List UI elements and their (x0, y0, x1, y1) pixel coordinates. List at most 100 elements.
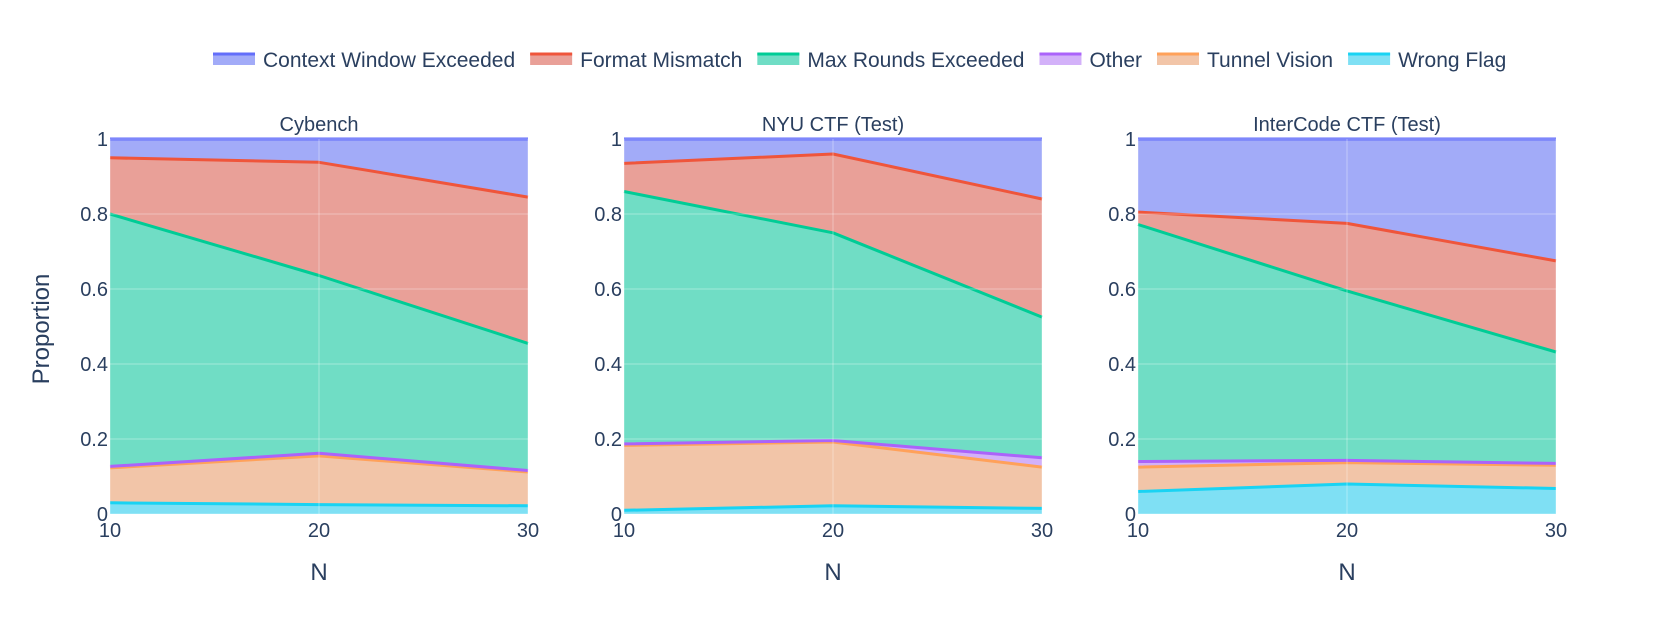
x-tick-labels: 10 20 30 (1127, 520, 1567, 542)
legend-item-format-mismatch[interactable]: Format Mismatch (530, 49, 742, 72)
areas (110, 139, 528, 514)
legend-swatch (1157, 53, 1199, 65)
area-tunnel-vision[interactable] (624, 442, 1042, 511)
x-axis-title: N (824, 559, 841, 586)
y-tick-label: 0.2 (80, 429, 108, 451)
legend-swatch (530, 53, 573, 65)
legend-swatch (213, 53, 255, 65)
y-tick-label: 0 (611, 504, 622, 526)
gridlines (109, 138, 529, 515)
line-format-mismatch (1137, 210, 1557, 263)
area-lines (1137, 137, 1557, 493)
legend-label: Tunnel Vision (1207, 49, 1333, 72)
area-tunnel-vision[interactable] (110, 455, 528, 506)
line-max-rounds-exceeded (623, 190, 1043, 319)
area-lines (623, 137, 1043, 512)
legend-label: Max Rounds Exceeded (807, 49, 1024, 72)
area-max-rounds-exceeded[interactable] (110, 214, 528, 471)
legend-item-max-rounds-exceeded[interactable]: Max Rounds Exceeded (757, 49, 1024, 72)
area-lines (109, 137, 529, 508)
x-tick-label: 10 (99, 520, 121, 542)
y-axis-title: Proportion (28, 274, 55, 385)
line-max-rounds-exceeded (1137, 223, 1557, 354)
x-tick-label: 10 (613, 520, 635, 542)
legend: Context Window Exceeded Format Mismatch Ma… (213, 49, 1506, 72)
y-tick-label: 0.6 (1108, 279, 1136, 301)
y-tick-labels: 0 0.2 0.4 0.6 0.8 1 (80, 129, 108, 526)
y-tick-labels: 0 0.2 0.4 0.6 0.8 1 (1108, 129, 1136, 526)
legend-item-tunnel-vision[interactable]: Tunnel Vision (1157, 49, 1333, 72)
line-tunnel-vision (109, 454, 529, 474)
area-wrong-flag[interactable] (1138, 484, 1556, 514)
x-axis-title: N (1338, 559, 1355, 586)
line-other (623, 439, 1043, 460)
line-wrong-flag (623, 504, 1043, 512)
area-context-window-exceeded[interactable] (624, 139, 1042, 199)
y-tick-label: 0.8 (80, 204, 108, 226)
area-context-window-exceeded[interactable] (1138, 139, 1556, 261)
panel-intercode-ctf-test: 0 0.2 0.4 0.6 0.8 1 10 20 30 InterCode CTF (Test)… (1108, 114, 1567, 586)
y-tick-label: 0.6 (80, 279, 108, 301)
panel-nyu-ctf-test: 0 0.2 0.4 0.6 0.8 1 10 20 30 NYU CTF (Test) N (594, 114, 1053, 586)
area-other[interactable] (624, 440, 1042, 468)
line-format-mismatch (109, 156, 529, 199)
line-tunnel-vision (1137, 461, 1557, 469)
line-wrong-flag (109, 501, 529, 508)
legend-item-context-window-exceeded[interactable]: Context Window Exceeded (213, 49, 515, 72)
panel-title: NYU CTF (Test) (762, 114, 904, 136)
line-wrong-flag (1137, 482, 1557, 493)
line-other (109, 451, 529, 472)
x-tick-labels: 10 20 30 (99, 520, 539, 542)
legend-item-other[interactable]: Other (1039, 49, 1142, 72)
area-format-mismatch[interactable] (624, 154, 1042, 318)
x-tick-label: 20 (822, 520, 844, 542)
x-tick-label: 30 (1031, 520, 1053, 542)
legend-label: Context Window Exceeded (263, 49, 515, 72)
area-tunnel-vision[interactable] (1138, 462, 1556, 492)
panel-title: Cybench (280, 114, 359, 136)
line-other (1137, 458, 1557, 465)
y-tick-label: 0.8 (1108, 204, 1136, 226)
y-tick-label: 0 (1125, 504, 1136, 526)
area-format-mismatch[interactable] (1138, 212, 1556, 352)
area-max-rounds-exceeded[interactable] (624, 191, 1042, 458)
y-tick-label: 0.8 (594, 204, 622, 226)
y-tick-label: 0.4 (594, 354, 622, 376)
legend-swatch (1348, 53, 1391, 65)
y-tick-label: 0.6 (594, 279, 622, 301)
x-tick-label: 20 (1336, 520, 1358, 542)
legend-swatch (757, 53, 800, 65)
x-tick-label: 30 (517, 520, 539, 542)
y-tick-label: 1 (1125, 129, 1136, 151)
area-max-rounds-exceeded[interactable] (1138, 224, 1556, 464)
y-tick-label: 0.4 (80, 354, 108, 376)
y-tick-label: 0.2 (594, 429, 622, 451)
y-tick-labels: 0 0.2 0.4 0.6 0.8 1 (594, 129, 622, 526)
x-tick-label: 10 (1127, 520, 1149, 542)
line-max-rounds-exceeded (109, 212, 529, 345)
line-format-mismatch (623, 152, 1043, 201)
x-tick-label: 20 (308, 520, 330, 542)
y-tick-label: 0 (97, 504, 108, 526)
gridlines (623, 138, 1043, 515)
x-tick-labels: 10 20 30 (613, 520, 1053, 542)
area-format-mismatch[interactable] (110, 157, 528, 344)
legend-label: Wrong Flag (1398, 49, 1506, 72)
panel-cybench: 0 0.2 0.4 0.6 0.8 1 10 20 30 Cybench N (80, 114, 539, 586)
legend-swatch (1039, 53, 1082, 65)
gridlines (1137, 138, 1557, 515)
y-tick-label: 1 (97, 129, 108, 151)
legend-label: Format Mismatch (580, 49, 742, 72)
y-tick-label: 0.2 (1108, 429, 1136, 451)
x-axis-title: N (310, 559, 327, 586)
panel-title: InterCode CTF (Test) (1253, 114, 1441, 136)
y-tick-label: 0.4 (1108, 354, 1136, 376)
area-context-window-exceeded[interactable] (110, 139, 528, 198)
legend-item-wrong-flag[interactable]: Wrong Flag (1348, 49, 1506, 72)
y-tick-label: 1 (611, 129, 622, 151)
areas (1138, 139, 1556, 514)
legend-label: Other (1089, 49, 1142, 72)
